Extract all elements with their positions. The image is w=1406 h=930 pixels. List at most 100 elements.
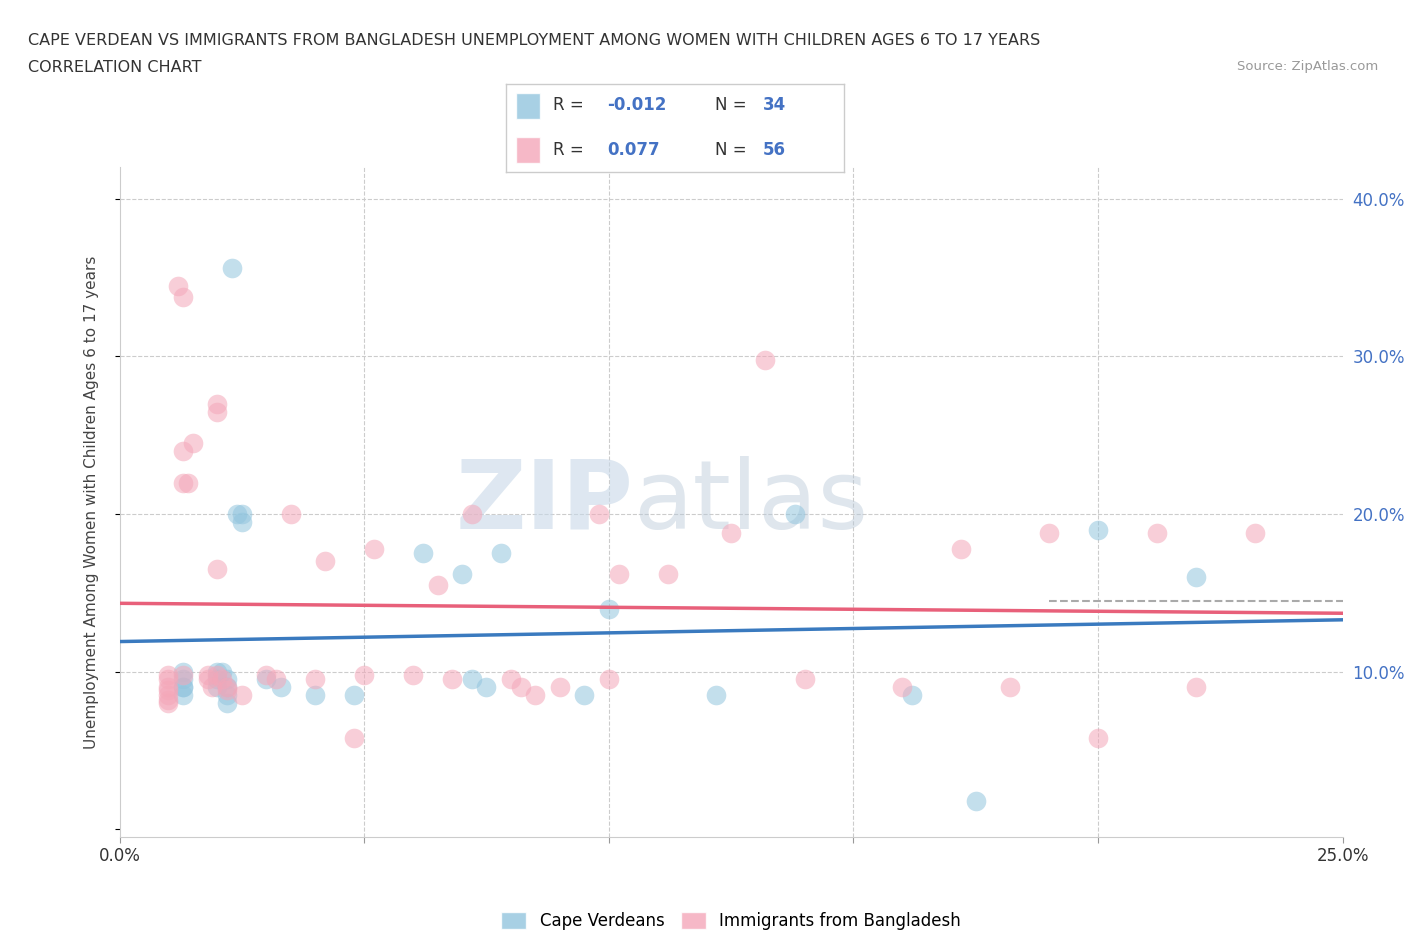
Point	[211, 664, 233, 679]
Point	[1087, 523, 1109, 538]
Point	[254, 668, 277, 683]
Point	[207, 562, 229, 577]
Point	[891, 680, 914, 695]
Point	[217, 680, 239, 695]
Point	[197, 668, 219, 683]
Point	[965, 793, 987, 808]
Point	[1038, 525, 1060, 540]
FancyBboxPatch shape	[516, 93, 540, 119]
Point	[172, 672, 194, 687]
Point	[607, 566, 630, 581]
Text: R =: R =	[554, 140, 583, 158]
Point	[197, 672, 219, 687]
FancyBboxPatch shape	[516, 137, 540, 164]
Point	[157, 668, 180, 683]
Point	[221, 260, 243, 275]
Point	[207, 680, 229, 695]
Point	[720, 525, 742, 540]
Point	[343, 730, 366, 745]
Point	[402, 668, 425, 683]
Point	[207, 668, 229, 683]
Text: R =: R =	[554, 97, 583, 114]
Point	[783, 507, 806, 522]
Text: 0.077: 0.077	[607, 140, 659, 158]
Point	[217, 683, 239, 698]
Point	[304, 688, 326, 703]
Point	[157, 680, 180, 695]
Point	[217, 688, 239, 703]
Point	[901, 688, 924, 703]
Point	[172, 688, 194, 703]
Point	[177, 475, 200, 490]
Point	[231, 514, 253, 529]
Point	[157, 688, 180, 703]
Point	[207, 664, 229, 679]
Point	[207, 672, 229, 687]
Point	[314, 554, 336, 569]
Point	[363, 541, 385, 556]
Point	[217, 680, 239, 695]
Point	[217, 696, 239, 711]
Text: atlas: atlas	[633, 456, 869, 549]
Point	[157, 683, 180, 698]
Point	[1185, 569, 1208, 584]
Point	[1185, 680, 1208, 695]
Point	[461, 672, 484, 687]
Point	[181, 435, 204, 450]
Point	[412, 546, 434, 561]
Point	[201, 680, 224, 695]
Point	[598, 672, 620, 687]
Text: 56: 56	[762, 140, 786, 158]
Point	[217, 672, 239, 687]
Point	[226, 507, 249, 522]
Point	[167, 278, 190, 293]
Point	[353, 668, 375, 683]
Point	[264, 672, 287, 687]
Point	[950, 541, 973, 556]
Point	[489, 546, 512, 561]
Point	[598, 601, 620, 616]
Point	[172, 664, 194, 679]
Point	[588, 507, 610, 522]
Point	[475, 680, 498, 695]
Point	[706, 688, 728, 703]
Point	[157, 696, 180, 711]
Point	[793, 672, 815, 687]
Point	[157, 693, 180, 708]
Text: 34: 34	[762, 97, 786, 114]
Y-axis label: Unemployment Among Women with Children Ages 6 to 17 years: Unemployment Among Women with Children A…	[84, 256, 98, 749]
Point	[231, 688, 253, 703]
Point	[172, 668, 194, 683]
Point	[451, 566, 474, 581]
Point	[207, 405, 229, 419]
Point	[441, 672, 464, 687]
Text: N =: N =	[716, 140, 747, 158]
Point	[231, 507, 253, 522]
Text: N =: N =	[716, 97, 747, 114]
Point	[207, 396, 229, 411]
Point	[172, 444, 194, 458]
Point	[499, 672, 522, 687]
Point	[172, 680, 194, 695]
Point	[509, 680, 531, 695]
Point	[574, 688, 596, 703]
Point	[754, 352, 776, 367]
Point	[426, 578, 449, 592]
Point	[172, 475, 194, 490]
Point	[657, 566, 679, 581]
Point	[1146, 525, 1168, 540]
Text: CAPE VERDEAN VS IMMIGRANTS FROM BANGLADESH UNEMPLOYMENT AMONG WOMEN WITH CHILDRE: CAPE VERDEAN VS IMMIGRANTS FROM BANGLADE…	[28, 33, 1040, 47]
Point	[254, 672, 277, 687]
Point	[172, 289, 194, 304]
Point	[270, 680, 292, 695]
Point	[172, 680, 194, 695]
Point	[1087, 730, 1109, 745]
Point	[1243, 525, 1265, 540]
Point	[157, 672, 180, 687]
Point	[211, 672, 233, 687]
Point	[998, 680, 1021, 695]
Text: ZIP: ZIP	[456, 456, 633, 549]
Point	[461, 507, 484, 522]
Legend: Cape Verdeans, Immigrants from Bangladesh: Cape Verdeans, Immigrants from Banglades…	[495, 906, 967, 930]
Text: CORRELATION CHART: CORRELATION CHART	[28, 60, 201, 75]
